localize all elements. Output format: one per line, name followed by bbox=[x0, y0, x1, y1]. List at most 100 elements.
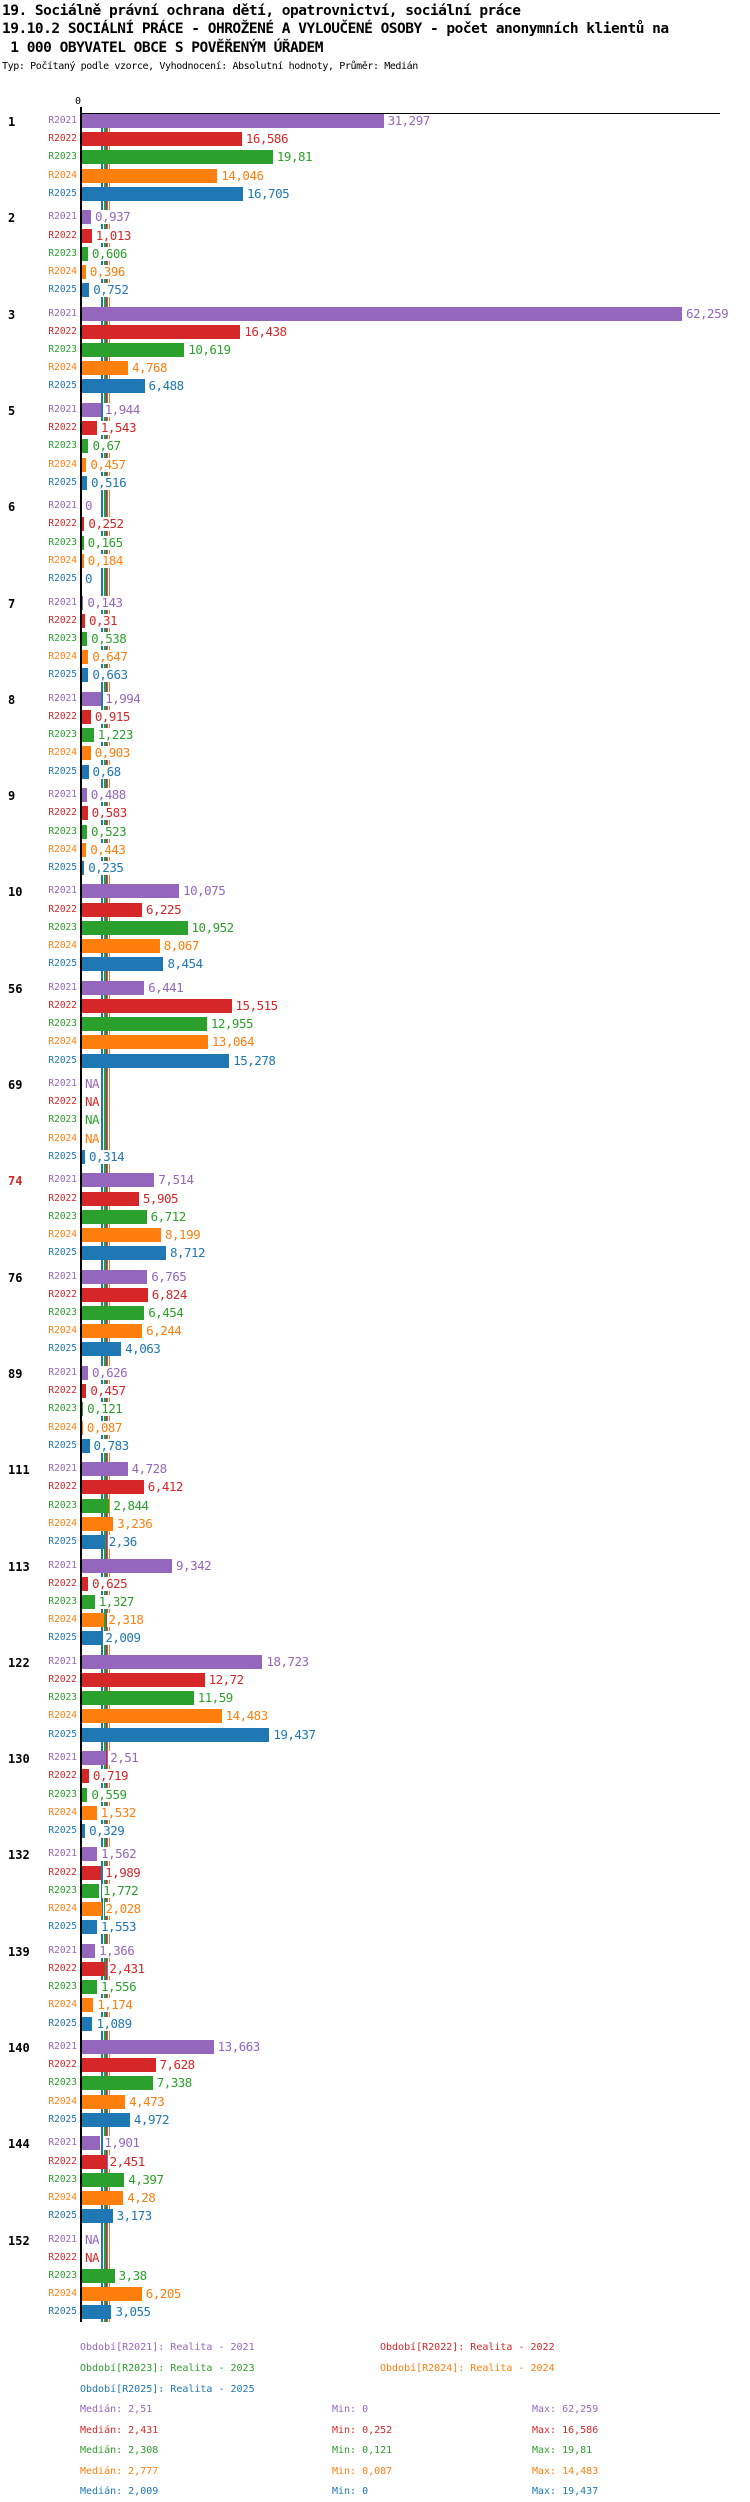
bar-R2023-group-7 bbox=[82, 631, 88, 646]
bar-R2023-group-1 bbox=[82, 150, 273, 165]
bar-R2022-group-2 bbox=[82, 228, 92, 243]
series-label-R2025: R2025 bbox=[48, 2113, 77, 2125]
value-label-R2022-group-9: 0,583 bbox=[90, 805, 128, 821]
value-label-R2025-group-2: 0,752 bbox=[92, 282, 130, 298]
series-label-R2024: R2024 bbox=[48, 362, 77, 374]
value-label-R2025-group-139: 1,089 bbox=[95, 2015, 133, 2031]
bar-R2022-group-140 bbox=[82, 2058, 156, 2073]
value-label-R2021-group-56: 6,441 bbox=[147, 979, 185, 995]
bar-R2023-group-113 bbox=[82, 1594, 95, 1609]
value-label-R2024-group-8: 0,903 bbox=[93, 745, 131, 761]
series-label-R2021: R2021 bbox=[48, 885, 77, 897]
series-label-R2024: R2024 bbox=[48, 2095, 77, 2107]
value-label-R2021-group-113: 9,342 bbox=[175, 1557, 213, 1573]
value-label-R2024-group-69: NA bbox=[84, 1130, 101, 1146]
value-label-R2021-group-144: 1,901 bbox=[103, 2135, 141, 2151]
bar-R2023-group-10 bbox=[82, 920, 188, 935]
series-label-R2025: R2025 bbox=[48, 1536, 77, 1547]
stat-min-R2021: Min: 0 bbox=[332, 2404, 369, 2415]
series-label-R2025: R2025 bbox=[48, 1728, 77, 1740]
series-label-R2023: R2023 bbox=[48, 1018, 77, 1030]
bar-R2021-group-8 bbox=[82, 691, 102, 706]
value-label-R2025-group-5: 0,516 bbox=[89, 474, 128, 490]
bar-R2023-group-8 bbox=[82, 728, 94, 743]
bar-R2022-group-130 bbox=[82, 1769, 89, 1784]
series-label-R2023: R2023 bbox=[48, 1114, 77, 1126]
value-label-R2023-group-69: NA bbox=[84, 1112, 101, 1128]
bar-R2021-group-56 bbox=[82, 980, 145, 995]
bar-R2023-group-152 bbox=[82, 2269, 115, 2283]
bar-R2025-group-3 bbox=[82, 379, 145, 394]
value-label-R2024-group-5: 0,457 bbox=[89, 456, 127, 472]
value-label-R2024-group-130: 1,532 bbox=[99, 1804, 137, 1820]
value-label-R2024-group-10: 8,067 bbox=[162, 938, 200, 953]
value-label-R2022-group-2: 1,013 bbox=[94, 227, 132, 243]
bar-R2023-group-111 bbox=[82, 1498, 110, 1513]
value-label-R2021-group-3: 62,259 bbox=[684, 305, 730, 321]
value-label-R2023-group-130: 0,559 bbox=[90, 1786, 128, 1802]
series-label-R2023: R2023 bbox=[48, 344, 77, 355]
group-id-label-6: 6 bbox=[8, 500, 16, 515]
group-id-label-74: 74 bbox=[8, 1174, 23, 1189]
value-label-R2023-group-74: 6,712 bbox=[149, 1208, 187, 1224]
group-id-label-9: 9 bbox=[8, 789, 16, 804]
bar-R2022-group-6 bbox=[82, 517, 85, 532]
bar-R2025-group-89 bbox=[82, 1438, 90, 1453]
series-label-R2025: R2025 bbox=[48, 573, 77, 584]
series-label-R2022: R2022 bbox=[48, 2251, 77, 2263]
value-label-R2022-group-113: 0,625 bbox=[91, 1575, 129, 1591]
group-id-label-152: 152 bbox=[8, 2233, 30, 2248]
series-label-R2022: R2022 bbox=[48, 1674, 77, 1685]
group-id-label-1: 1 bbox=[8, 115, 16, 129]
value-label-R2021-group-122: 18,723 bbox=[265, 1653, 310, 1669]
bar-R2021-group-76 bbox=[82, 1269, 148, 1284]
value-label-R2022-group-111: 6,412 bbox=[146, 1479, 184, 1495]
stat-max-R2023: Max: 19,81 bbox=[532, 2445, 593, 2456]
value-label-R2021-group-132: 1,562 bbox=[100, 1846, 138, 1862]
bar-R2024-group-144 bbox=[82, 2190, 124, 2205]
series-label-R2025: R2025 bbox=[48, 1150, 77, 1162]
value-label-R2023-group-8: 1,223 bbox=[96, 727, 134, 743]
bar-R2025-group-9 bbox=[82, 860, 85, 875]
value-label-R2024-group-3: 4,768 bbox=[130, 360, 169, 376]
bar-R2024-group-9 bbox=[82, 842, 87, 857]
bar-R2021-group-113 bbox=[82, 1558, 173, 1573]
bar-R2022-group-89 bbox=[82, 1384, 87, 1399]
value-label-R2023-group-139: 1,556 bbox=[99, 1979, 138, 1995]
series-label-R2023: R2023 bbox=[48, 921, 77, 933]
series-label-R2023: R2023 bbox=[48, 1788, 77, 1800]
series-label-R2025: R2025 bbox=[48, 1247, 77, 1259]
series-label-R2022: R2022 bbox=[48, 1770, 77, 1782]
bar-R2021-group-10 bbox=[82, 884, 180, 899]
bar-R2023-group-56 bbox=[82, 1017, 207, 1032]
value-label-R2021-group-139: 1,366 bbox=[98, 1942, 136, 1958]
stat-median-R2024: Medián: 2,777 bbox=[80, 2465, 159, 2477]
series-label-R2025: R2025 bbox=[48, 1632, 77, 1644]
series-label-R2023: R2023 bbox=[48, 440, 77, 452]
bar-R2021-group-2 bbox=[82, 210, 92, 225]
bar-R2024-group-5 bbox=[82, 457, 87, 472]
stat-min-R2023: Min: 0,121 bbox=[332, 2445, 393, 2456]
bar-R2023-group-140 bbox=[82, 2076, 153, 2091]
bar-R2022-group-1 bbox=[82, 132, 242, 147]
bar-R2025-group-69 bbox=[82, 1149, 86, 1164]
value-label-R2023-group-9: 0,523 bbox=[90, 823, 128, 839]
series-label-R2023: R2023 bbox=[48, 151, 77, 163]
series-label-R2022: R2022 bbox=[48, 1866, 77, 1878]
value-label-R2025-group-144: 3,173 bbox=[115, 2208, 153, 2224]
series-label-R2021: R2021 bbox=[48, 1655, 77, 1667]
value-label-R2024-group-139: 1,174 bbox=[96, 1997, 134, 2013]
value-label-R2022-group-56: 15,515 bbox=[234, 997, 279, 1013]
value-label-R2025-group-1: 16,705 bbox=[245, 185, 291, 201]
bar-R2021-group-132 bbox=[82, 1847, 98, 1862]
bar-R2024-group-113 bbox=[82, 1613, 105, 1628]
series-label-R2023: R2023 bbox=[48, 536, 77, 548]
value-label-R2021-group-89: 0,626 bbox=[91, 1364, 129, 1380]
group-id-label-8: 8 bbox=[8, 692, 16, 707]
legend-item-R2023: Období[R2023]: Realita - 2023 bbox=[80, 2363, 255, 2374]
series-label-R2023: R2023 bbox=[48, 1981, 77, 1993]
series-label-R2025: R2025 bbox=[48, 380, 77, 392]
value-label-R2021-group-76: 6,765 bbox=[150, 1268, 188, 1284]
bar-R2023-group-2 bbox=[82, 246, 88, 261]
value-label-R2022-group-122: 12,72 bbox=[207, 1672, 245, 1687]
